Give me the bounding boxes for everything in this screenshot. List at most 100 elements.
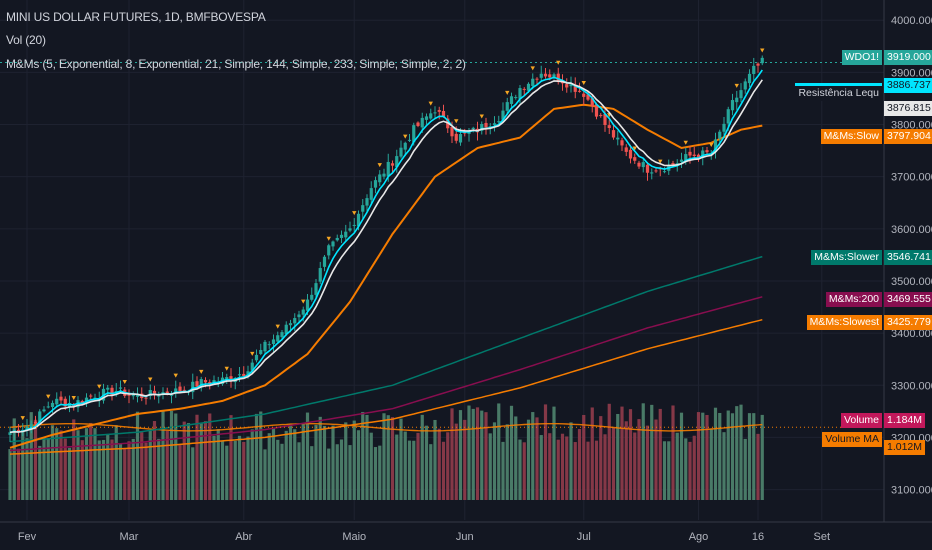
candle-body — [467, 131, 471, 134]
candle-body — [42, 409, 46, 412]
candle-body — [55, 398, 59, 405]
signal-marker — [556, 60, 561, 65]
candle-body — [25, 426, 29, 431]
volume-bar — [80, 440, 84, 500]
volume-bar — [407, 440, 412, 500]
volume-bar — [152, 421, 157, 500]
volume-bar — [730, 413, 735, 500]
candle-body — [526, 83, 531, 91]
candle-body — [684, 154, 688, 162]
volume-bar — [471, 408, 475, 500]
volume-bar — [46, 438, 50, 500]
candle-body — [169, 394, 174, 396]
price-tick-label: 3100.000 — [891, 485, 932, 497]
price-value-tag: 3919.000 — [884, 50, 932, 65]
volume-bar — [216, 429, 220, 500]
candle-body — [339, 234, 344, 238]
volume-bar — [118, 444, 123, 500]
signal-marker — [224, 366, 229, 371]
volume-bar — [446, 432, 450, 500]
candle-body — [288, 323, 293, 326]
price-tick-label: 3300.000 — [891, 380, 932, 392]
signal-marker — [326, 236, 331, 241]
candle-body — [344, 231, 348, 238]
time-tick-label: Fev — [18, 531, 37, 543]
candle-body — [212, 380, 216, 384]
volume-bar — [233, 440, 237, 500]
candle-body — [531, 78, 535, 86]
volume-bar — [29, 412, 33, 500]
volume-bar — [539, 435, 543, 500]
volume-bar — [144, 442, 148, 500]
volume-bar — [692, 435, 696, 500]
volume-bar — [254, 413, 259, 500]
candle-body — [628, 149, 633, 159]
candle-body — [348, 228, 352, 231]
candle-body — [726, 109, 730, 124]
volume-bar — [174, 413, 178, 500]
volume-bar — [548, 433, 552, 500]
volume-bar — [199, 422, 203, 500]
volume-bar — [318, 416, 322, 500]
candle-body — [692, 154, 696, 157]
candle-body — [637, 162, 641, 167]
volume-bar — [123, 448, 127, 500]
volume-bar — [603, 434, 607, 500]
volume-bar — [203, 421, 208, 500]
volume-bar — [178, 445, 182, 500]
candle-body — [739, 90, 743, 99]
volume-bar — [246, 436, 250, 500]
candle-body — [412, 125, 416, 143]
price-value-tag: 3469.555 — [884, 292, 932, 307]
volume-bar — [573, 442, 577, 500]
volume-bar — [322, 425, 327, 500]
candle-body — [752, 65, 756, 74]
candle-body — [310, 294, 314, 300]
volume-bar — [305, 412, 310, 500]
candle-body — [722, 123, 726, 132]
candle-body — [331, 241, 335, 247]
volume-bar — [293, 429, 297, 500]
signal-marker — [581, 80, 586, 85]
volume-bar — [433, 419, 437, 500]
signal-marker — [505, 90, 510, 95]
candle-body — [89, 395, 93, 397]
candle-body — [335, 237, 339, 241]
volume-bar — [135, 411, 140, 500]
volume-bar — [220, 440, 225, 500]
volume-bar — [484, 412, 488, 500]
volume-bar — [667, 441, 671, 500]
volume-legend: Vol (20) — [6, 33, 46, 47]
candle-body — [395, 156, 399, 168]
time-tick-label: Set — [813, 531, 830, 543]
volume-bar — [276, 439, 280, 500]
candle-body — [565, 84, 569, 88]
volume-bar — [344, 422, 348, 500]
signal-marker — [97, 384, 102, 389]
volume-bar — [237, 435, 242, 500]
candle-body — [484, 122, 488, 128]
candle-body — [705, 150, 709, 153]
volume-bar — [72, 419, 76, 500]
volume-bar — [645, 425, 650, 500]
slower-ma-line — [9, 255, 763, 443]
volume-bar — [429, 444, 433, 500]
time-tick-label: Mar — [120, 531, 139, 543]
candle-body — [424, 116, 429, 120]
volume-bar — [607, 403, 611, 500]
volume-bar — [582, 414, 586, 500]
candle-body — [701, 150, 705, 158]
volume-bar — [514, 416, 518, 500]
volume-bar — [437, 428, 441, 500]
volume-bar — [743, 438, 747, 500]
series-name-tag: M&Ms:200 — [825, 292, 882, 307]
candle-body — [654, 170, 658, 172]
candle-body — [165, 391, 169, 394]
volume-bar — [84, 428, 89, 500]
signal-marker — [46, 394, 51, 399]
volume-bar — [148, 430, 152, 500]
candle-body — [437, 110, 441, 112]
volume-bar — [97, 440, 101, 500]
